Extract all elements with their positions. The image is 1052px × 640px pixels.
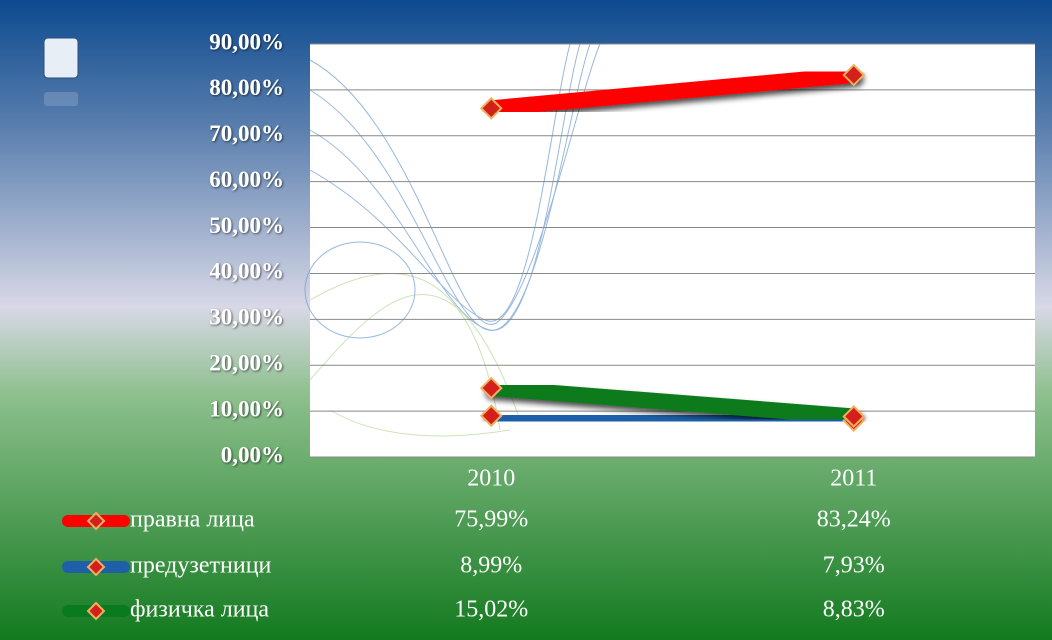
data-label: 15,02% bbox=[454, 597, 528, 623]
logo bbox=[44, 38, 78, 106]
y-tick-label: 40,00% bbox=[209, 259, 284, 284]
y-tick-label: 10,00% bbox=[209, 396, 284, 421]
data-label: 7,93% bbox=[823, 553, 885, 579]
y-tick-label: 30,00% bbox=[209, 305, 284, 330]
legend-label: физичка лица bbox=[130, 597, 269, 623]
y-tick-label: 80,00% bbox=[209, 75, 284, 100]
chart: 0,00% 10,00% 20,00% 30,00% 40,00% 50,00% 60,00… bbox=[0, 0, 1052, 640]
data-label: 8,83% bbox=[823, 597, 885, 623]
x-tick-label: 2010 bbox=[467, 466, 515, 492]
legend-label: предузетници bbox=[130, 553, 272, 579]
y-tick-label: 20,00% bbox=[209, 351, 284, 376]
y-tick-label: 90,00% bbox=[209, 29, 284, 54]
data-label: 75,99% bbox=[454, 507, 528, 533]
data-label: 83,24% bbox=[817, 507, 891, 533]
y-tick-label: 50,00% bbox=[209, 213, 284, 238]
x-tick-label: 2011 bbox=[830, 466, 877, 492]
data-label: 8,99% bbox=[460, 553, 522, 579]
legend-label: правна лица bbox=[130, 507, 255, 533]
page: 0,00% 10,00% 20,00% 30,00% 40,00% 50,00% 60,00… bbox=[0, 0, 1052, 640]
y-tick-label: 60,00% bbox=[209, 167, 284, 192]
y-tick-label: 0,00% bbox=[221, 442, 284, 467]
y-tick-label: 70,00% bbox=[209, 121, 284, 146]
